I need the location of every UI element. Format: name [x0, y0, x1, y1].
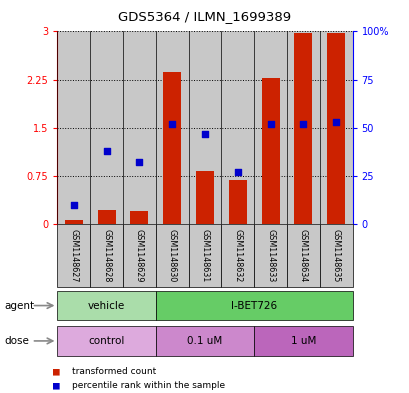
Bar: [57, 224, 90, 287]
Text: GSM1148628: GSM1148628: [102, 229, 111, 282]
Bar: [254, 224, 286, 287]
Point: [103, 148, 110, 154]
Bar: [319, 224, 352, 287]
Bar: [155, 224, 188, 287]
Bar: [90, 31, 123, 224]
Bar: [221, 224, 254, 287]
Bar: [319, 31, 352, 224]
Point: [332, 119, 339, 125]
Text: GSM1148633: GSM1148633: [265, 229, 274, 282]
Bar: [188, 224, 221, 287]
Text: ■: ■: [53, 366, 60, 376]
Text: 0.1 uM: 0.1 uM: [187, 336, 222, 346]
Text: transformed count: transformed count: [72, 367, 155, 376]
Bar: [97, 210, 115, 224]
Point: [169, 121, 175, 127]
Bar: [286, 31, 319, 224]
Bar: [254, 31, 286, 224]
Bar: [57, 31, 90, 224]
Point: [136, 159, 142, 165]
Text: I-BET726: I-BET726: [231, 301, 276, 310]
Text: GSM1148631: GSM1148631: [200, 229, 209, 282]
Point: [70, 202, 77, 208]
Bar: [196, 171, 213, 224]
Text: agent: agent: [4, 301, 34, 310]
Text: GSM1148630: GSM1148630: [167, 229, 176, 282]
Point: [234, 169, 240, 175]
Text: GSM1148627: GSM1148627: [69, 229, 78, 282]
Bar: [123, 224, 155, 287]
Bar: [155, 291, 352, 320]
Bar: [57, 291, 155, 320]
Point: [299, 121, 306, 127]
Bar: [326, 33, 344, 224]
Bar: [155, 31, 188, 224]
Text: GSM1148629: GSM1148629: [135, 229, 144, 282]
Bar: [130, 211, 148, 224]
Text: dose: dose: [4, 336, 29, 346]
Bar: [294, 33, 312, 224]
Bar: [261, 78, 279, 224]
Text: percentile rank within the sample: percentile rank within the sample: [72, 382, 224, 390]
Text: GSM1148634: GSM1148634: [298, 229, 307, 282]
Bar: [155, 326, 254, 356]
Bar: [221, 31, 254, 224]
Bar: [123, 31, 155, 224]
Bar: [254, 326, 352, 356]
Bar: [228, 180, 246, 224]
Text: GSM1148632: GSM1148632: [233, 229, 242, 282]
Text: control: control: [88, 336, 124, 346]
Point: [267, 121, 273, 127]
Text: GDS5364 / ILMN_1699389: GDS5364 / ILMN_1699389: [118, 10, 291, 23]
Text: ■: ■: [53, 381, 60, 391]
Text: GSM1148635: GSM1148635: [331, 229, 340, 282]
Point: [201, 130, 208, 137]
Text: 1 uM: 1 uM: [290, 336, 315, 346]
Bar: [188, 31, 221, 224]
Bar: [163, 72, 181, 224]
Bar: [90, 224, 123, 287]
Bar: [65, 220, 83, 224]
Bar: [286, 224, 319, 287]
Text: vehicle: vehicle: [88, 301, 125, 310]
Bar: [57, 326, 155, 356]
